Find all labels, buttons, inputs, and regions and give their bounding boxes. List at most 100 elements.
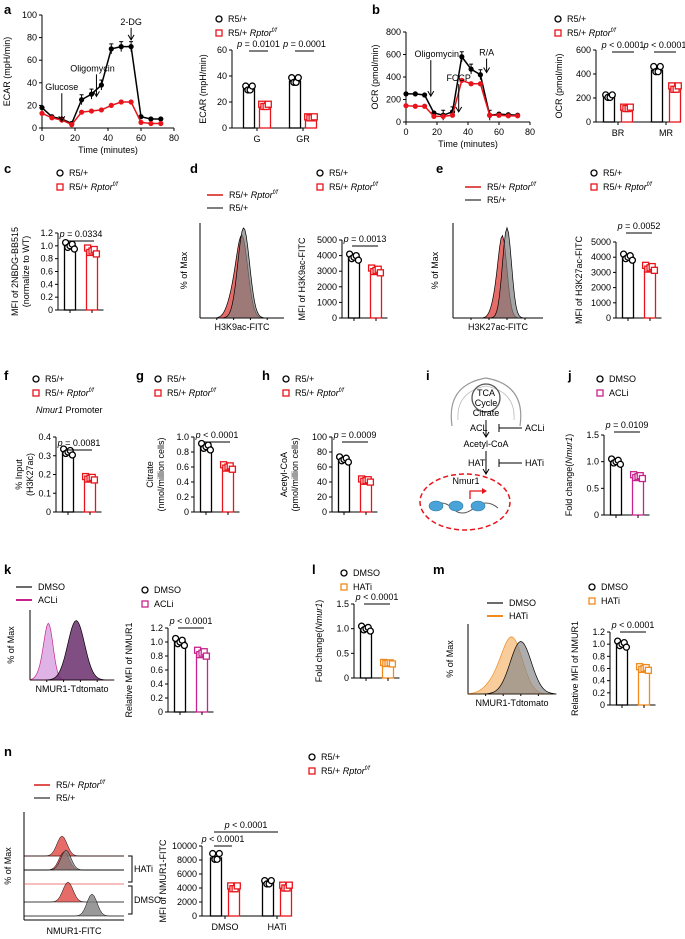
panel-b-line-x-tick-label: 80	[525, 127, 535, 137]
panel-b-line-series-point-0	[403, 91, 409, 97]
panel-n-hist-curve	[24, 893, 124, 917]
panel-h-legend-label-0: R5/+	[295, 374, 314, 384]
panel-g-label: g	[136, 368, 144, 383]
panel-b-bar-MR-pvalue: p < 0.0001	[643, 40, 685, 50]
panel-h-label: h	[262, 368, 270, 383]
panel-b-bar-ylabel: OCR (pmol/min)	[554, 53, 564, 118]
panel-c-y-tick-label: 1.0	[40, 241, 53, 251]
panel-b-bar-point	[674, 82, 682, 90]
panel-a-line-y-tick-label: 40	[27, 78, 37, 88]
panel-c-y-tick-label: 0.6	[40, 267, 53, 277]
panel-b-legend-label-1: R5/+ Rptorf/f	[567, 28, 617, 38]
panel-c-legend-label-1: R5/+ Rptorf/f	[69, 182, 119, 192]
panel-h-y-tick-label: 100	[312, 432, 327, 442]
panel-a-line-x-tick-label: 20	[70, 133, 80, 143]
panel-k-point	[202, 652, 211, 660]
panel-b-legend-marker-1	[554, 29, 562, 37]
panel-m-y-tick-label: 0.8	[592, 651, 605, 661]
panel-a-line-series-point-1	[98, 107, 104, 113]
panel-h-point	[366, 478, 375, 486]
panel-g-legend-label-1: R5/+ Rptorf/f	[167, 388, 217, 398]
panel-n-bar-y-tick-label: 8000	[177, 855, 197, 865]
panel-b-legend-marker-0	[554, 15, 562, 23]
panel-k-legend-label-1: ACLi	[154, 599, 174, 609]
panel-l-y-tick-label: 0	[344, 673, 349, 683]
panel-h-point	[344, 458, 353, 466]
panel-d-hist-legend-label-0: R5/+ Rptorf/f	[229, 190, 279, 200]
panel-j-bar-1	[631, 475, 645, 516]
panel-j-label: j	[567, 368, 572, 383]
panel-e-legend-marker-0	[590, 169, 598, 177]
panel-e-bar-1	[643, 267, 657, 319]
panel-m-y-tick-label: 1.0	[592, 639, 605, 649]
panel-n-hist-curve	[24, 849, 124, 871]
panel-c-y-tick-label: 0	[48, 305, 53, 315]
panel-n-bar-point	[285, 881, 293, 889]
panel-d-y-tick-label: 3000	[317, 266, 337, 276]
panel-f-legend-marker-0	[32, 375, 40, 383]
panel-d-label: d	[190, 161, 198, 176]
panel-a-line-y-tick-label: 100	[22, 10, 37, 20]
panel-b-line-series-point-1	[449, 112, 456, 118]
panel-j-pvalue: p = 0.0109	[605, 420, 649, 430]
acetyl-coa-label: Acetyl-CoA	[463, 439, 508, 449]
panel-d-bar-0	[347, 256, 361, 319]
panel-a-line-annotation: Glucose	[45, 82, 78, 92]
panel-f-legend-label-1: R5/+ Rptorf/f	[45, 388, 95, 398]
panel-m-y-tick-label: 0.2	[592, 688, 605, 698]
panel-n-hist-xlabel: NMUR1-FITC	[47, 926, 102, 936]
panel-a-line-series-point-1	[79, 109, 85, 115]
panel-e-y-tick-label: 5000	[591, 237, 611, 247]
panel-e-point	[650, 266, 659, 274]
panel-g-y-tick-label: 0	[184, 507, 189, 517]
panel-l-point	[366, 627, 375, 635]
panel-d-hist-legend-label-1: R5/+	[229, 203, 248, 213]
panel-b-line-series-point-1	[487, 112, 493, 118]
panel-f-legend-marker-1	[32, 389, 40, 397]
panel-l-point	[388, 660, 397, 668]
panel-j-y-tick-label: 1.5	[586, 430, 599, 440]
panel-k-y-tick-label: 0.8	[150, 651, 163, 661]
panel-m-legend-marker-1	[588, 597, 596, 605]
panel-b-line-series-point-1	[403, 103, 409, 109]
panel-c-y-tick-label: 0.8	[40, 254, 53, 264]
panel-j-y-tick-label: 0.5	[586, 483, 599, 493]
panel-h-ylabel: Acetyl-CoA	[279, 452, 289, 497]
panel-e-legend-label-0: R5/+	[603, 168, 622, 178]
panel-f-y-tick-label: 0.1	[38, 488, 51, 498]
panel-a-line-series-point-1	[108, 102, 114, 108]
panel-n-hist-group-dmso: DMSO	[134, 895, 161, 905]
panel-g-ylabel: Citrate	[145, 461, 155, 488]
panel-k-y-tick-label: 1.2	[150, 623, 163, 633]
panel-d-legend-marker-1	[316, 183, 324, 191]
panel-m-ylabel: Relative MFI of NMUR1	[570, 621, 580, 716]
panel-b-bar-bar-1	[668, 87, 682, 123]
panel-a-legend-marker-0	[215, 15, 223, 23]
panel-f-label: f	[4, 368, 9, 383]
panel-c-legend-label-0: R5/+	[69, 168, 88, 178]
panel-h-y-tick-label: 40	[317, 477, 327, 487]
panel-b-line-y-tick-label: 400	[386, 72, 401, 82]
panel-n-hist-group-hati: HATi	[134, 864, 153, 874]
panel-a-line-y-tick-label: 0	[32, 123, 37, 133]
panel-c-legend-marker-0	[56, 169, 64, 177]
panel-b-bar-BR-pvalue: p < 0.0001	[601, 40, 645, 50]
panel-k-y-tick-label: 0.6	[150, 665, 163, 675]
panel-m-legend-label-1: HATi	[601, 596, 620, 606]
panel-e-y-tick-label: 0	[606, 313, 611, 323]
panel-g-ylabel2: (nmol/million cells)	[156, 437, 166, 511]
panel-j-bar-0	[609, 461, 623, 516]
panel-n-bar-x-tick-label: HATi	[268, 922, 287, 932]
panel-b-line-annotation: R/A	[479, 48, 494, 58]
panel-a-line-x-tick-label: 40	[103, 133, 113, 143]
panel-b-line-x-tick-label: 60	[494, 127, 504, 137]
panel-b-line-series-point-0	[422, 92, 428, 98]
panel-k-legend-label-0: DMSO	[154, 585, 181, 595]
panel-e-legend-marker-1	[590, 183, 598, 191]
panel-h-ylabel2: (pmol/million cells)	[290, 437, 300, 511]
panel-k-hist-legend-label-1: ACLi	[38, 595, 58, 605]
panel-b-line-xlabel: Time (minutes)	[438, 139, 498, 149]
panel-h-bar-0	[337, 458, 351, 513]
panel-d-bar-1	[369, 269, 383, 319]
panel-g-y-tick-label: 0.6	[176, 462, 189, 472]
